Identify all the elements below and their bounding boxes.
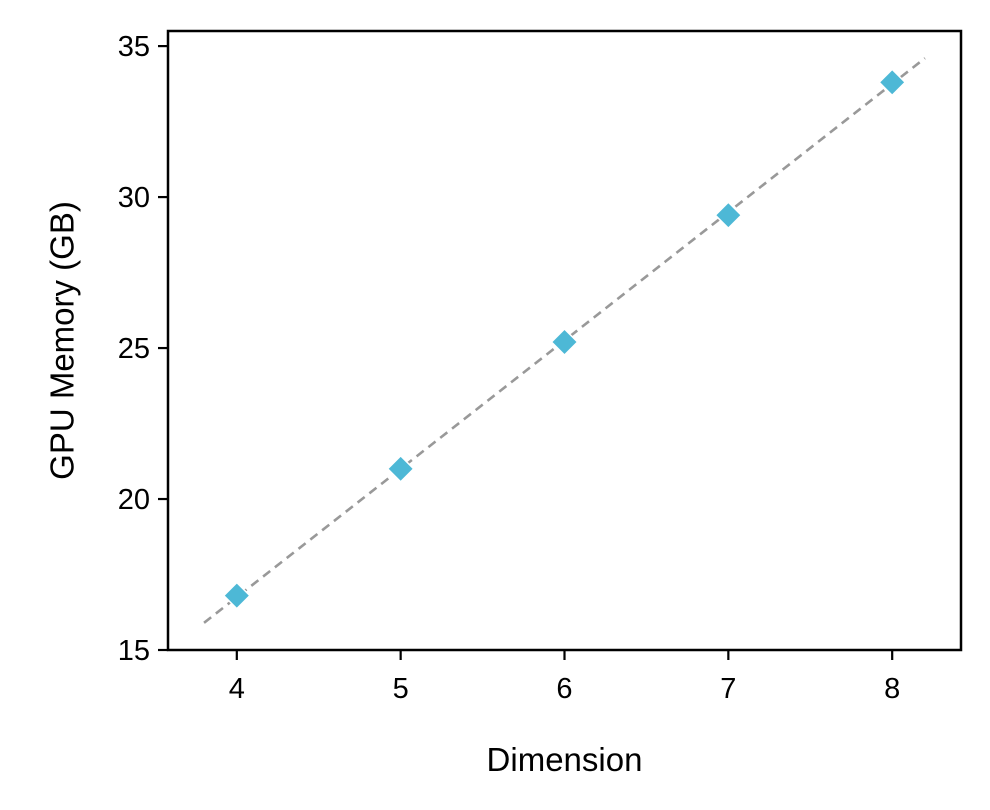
y-axis-label: GPU Memory (GB) [44, 201, 81, 480]
x-axis-label: Dimension [487, 741, 643, 778]
x-tick-label: 4 [229, 673, 245, 705]
y-tick-label: 15 [118, 635, 150, 667]
data-point [878, 68, 907, 97]
points-layer [222, 68, 907, 610]
x-tick-label: 7 [720, 673, 736, 705]
data-point [386, 454, 415, 483]
y-tick-label: 30 [118, 182, 150, 214]
y-tick-label: 20 [118, 484, 150, 516]
data-point [550, 327, 579, 357]
plot-frame [166, 29, 963, 652]
y-tick-label: 35 [118, 31, 150, 63]
x-tick-label: 5 [393, 673, 409, 705]
ticks-layer: 4 5 6 7 8 15 20 25 30 35 [118, 31, 901, 705]
data-point [714, 201, 743, 230]
y-tick-label: 25 [118, 333, 150, 365]
data-point [222, 581, 251, 610]
x-tick-label: 6 [556, 673, 572, 705]
x-tick-label: 8 [884, 673, 900, 705]
